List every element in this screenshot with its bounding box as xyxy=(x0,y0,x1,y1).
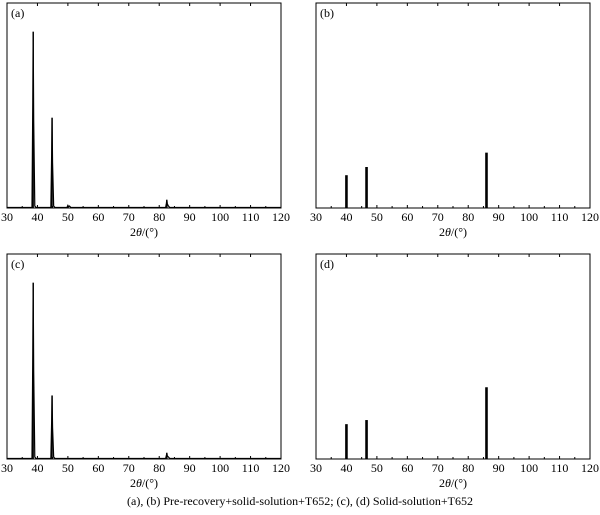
x-tick-label: 120 xyxy=(272,210,290,224)
x-tick-label: 50 xyxy=(62,461,74,475)
chart-panel-1: (b) 30 40 50 60 70 80 90 100 110 120 2θ/(°) xyxy=(310,2,599,239)
peak-bar-1 xyxy=(365,167,368,208)
x-tick-label: 30 xyxy=(310,461,322,475)
peak-bar-0 xyxy=(345,424,348,459)
x-tick-label: 40 xyxy=(340,210,352,224)
x-axis-label-unit: /(°) xyxy=(142,476,158,490)
peak-bar-2 xyxy=(485,152,488,208)
plot-frame xyxy=(315,2,591,209)
plot-frame xyxy=(6,2,282,209)
x-tick-label: 90 xyxy=(184,210,196,224)
x-tick-label: 110 xyxy=(551,461,569,475)
x-tick-label: 50 xyxy=(371,210,383,224)
x-tick-label: 80 xyxy=(462,461,474,475)
x-tick-label: 30 xyxy=(1,461,13,475)
panel-label: (b) xyxy=(320,6,334,20)
panel-label: (c) xyxy=(11,257,24,271)
chart-panel-3: (d) 30 40 50 60 70 80 90 100 110 120 2θ/(°) xyxy=(310,253,599,490)
x-tick-label: 50 xyxy=(62,210,74,224)
plot-frame xyxy=(315,253,591,460)
xrd-spectrum-line xyxy=(7,282,281,460)
x-tick-label: 90 xyxy=(493,461,505,475)
x-axis-label-var: θ xyxy=(136,225,142,239)
x-axis-label-prefix: 2 xyxy=(439,476,445,490)
x-tick-label: 110 xyxy=(551,210,569,224)
chart-panel-2: (c) 30 40 50 60 70 80 90 100 110 120 2θ/(°) xyxy=(1,253,290,490)
x-tick-label: 120 xyxy=(581,461,599,475)
x-axis-label-prefix: 2 xyxy=(130,225,136,239)
x-axis-label-prefix: 2 xyxy=(439,225,445,239)
chart-panel-0: (a) 30 40 50 60 70 80 90 100 110 120 2θ/(°) xyxy=(1,2,290,239)
x-tick-label: 60 xyxy=(92,210,104,224)
x-tick-label: 100 xyxy=(520,461,538,475)
x-tick-label: 30 xyxy=(1,210,13,224)
x-tick-label: 70 xyxy=(123,210,135,224)
x-axis-label: 2θ/(°) xyxy=(130,476,158,490)
x-axis-label-prefix: 2 xyxy=(130,476,136,490)
x-tick-label: 70 xyxy=(432,210,444,224)
x-tick-label: 110 xyxy=(242,210,260,224)
x-tick-label: 50 xyxy=(371,461,383,475)
x-tick-label: 70 xyxy=(432,461,444,475)
x-tick-label: 120 xyxy=(581,210,599,224)
x-tick-label: 100 xyxy=(520,210,538,224)
x-axis-label-unit: /(°) xyxy=(451,225,467,239)
x-tick-label: 100 xyxy=(211,210,229,224)
peak-bar-1 xyxy=(365,420,368,459)
x-tick-label: 60 xyxy=(92,461,104,475)
x-axis-label-var: θ xyxy=(136,476,142,490)
panel-label: (a) xyxy=(11,6,24,20)
x-tick-label: 30 xyxy=(310,210,322,224)
x-tick-label: 60 xyxy=(401,461,413,475)
x-tick-label: 80 xyxy=(153,210,165,224)
x-tick-label: 40 xyxy=(31,210,43,224)
x-tick-label: 120 xyxy=(272,461,290,475)
x-tick-label: 90 xyxy=(493,210,505,224)
figure-caption: (a), (b) Pre-recovery+solid-solution+T65… xyxy=(127,494,473,508)
x-tick-label: 70 xyxy=(123,461,135,475)
x-tick-label: 40 xyxy=(31,461,43,475)
peak-bar-2 xyxy=(485,387,488,459)
x-axis-label-var: θ xyxy=(445,225,451,239)
x-axis-label-var: θ xyxy=(445,476,451,490)
x-tick-label: 110 xyxy=(242,461,260,475)
x-axis-label: 2θ/(°) xyxy=(130,225,158,239)
x-axis-label-unit: /(°) xyxy=(451,476,467,490)
x-tick-label: 80 xyxy=(153,461,165,475)
x-tick-label: 90 xyxy=(184,461,196,475)
panel-label: (d) xyxy=(320,257,334,271)
x-tick-label: 40 xyxy=(340,461,352,475)
x-tick-label: 100 xyxy=(211,461,229,475)
peak-bar-0 xyxy=(345,175,348,208)
x-tick-label: 60 xyxy=(401,210,413,224)
x-axis-label: 2θ/(°) xyxy=(439,225,467,239)
x-axis-label: 2θ/(°) xyxy=(439,476,467,490)
x-axis-label-unit: /(°) xyxy=(142,225,158,239)
x-tick-label: 80 xyxy=(462,210,474,224)
xrd-spectrum-line xyxy=(7,31,281,209)
plot-frame xyxy=(6,253,282,460)
